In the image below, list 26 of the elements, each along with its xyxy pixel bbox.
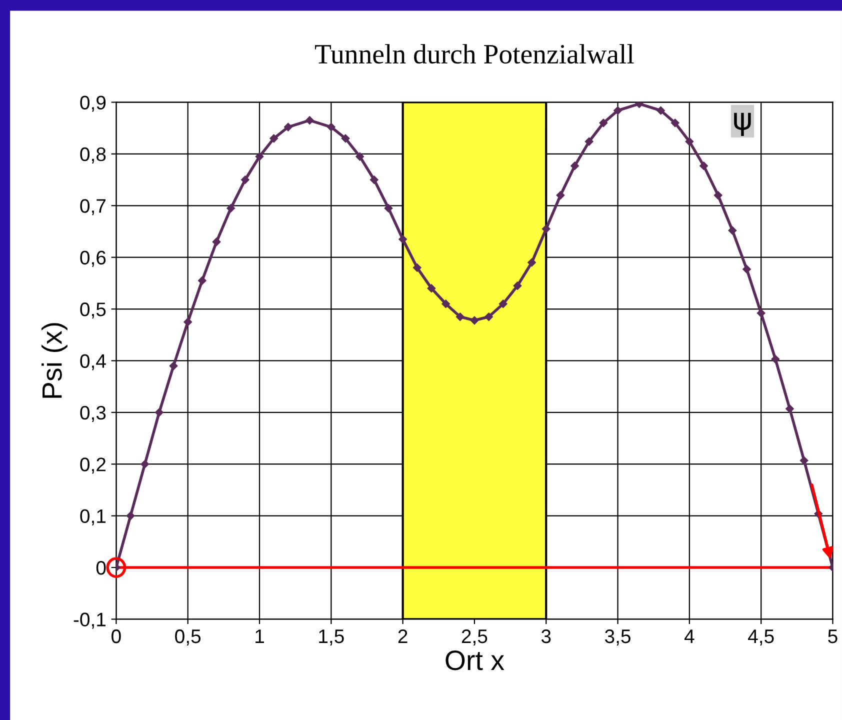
x-tick-label: 2 bbox=[398, 629, 408, 644]
y-tick-label: 0 bbox=[96, 560, 106, 575]
x-tick-label: 3 bbox=[541, 629, 551, 644]
y-tick-label: 0,9 bbox=[80, 96, 106, 112]
y-tick-label: -0,1 bbox=[74, 612, 106, 629]
x-tick-label: 4 bbox=[684, 630, 694, 644]
y-tick-label: 0,6 bbox=[80, 250, 106, 267]
y-tick-label: 0,3 bbox=[80, 406, 106, 422]
x-tick-label: 4,5 bbox=[748, 630, 774, 646]
x-tick-label: 5 bbox=[828, 630, 838, 644]
x-tick-label: 2,5 bbox=[462, 629, 488, 646]
y-tick-label: 0,7 bbox=[80, 199, 106, 216]
y-tick-label: 0,2 bbox=[80, 458, 106, 474]
x-tick-label: 0 bbox=[112, 629, 121, 644]
x-tick-label: 1 bbox=[256, 630, 264, 644]
y-tick-label: 0,1 bbox=[80, 509, 106, 526]
y-tick-label: 0,5 bbox=[80, 302, 106, 319]
x-axis-title: Ort x bbox=[446, 650, 504, 670]
y-tick-label: 0,8 bbox=[80, 147, 106, 164]
series-label: ψ bbox=[734, 112, 751, 136]
x-tick-label: 1,5 bbox=[319, 630, 344, 646]
y-tick-label: 0,4 bbox=[80, 354, 106, 370]
x-tick-label: 0,5 bbox=[175, 629, 201, 646]
chart-title: Tunneln durch Potenzialwall bbox=[315, 44, 634, 64]
y-axis-title: Psi (x) bbox=[42, 323, 68, 398]
x-tick-label: 3,5 bbox=[605, 629, 630, 646]
